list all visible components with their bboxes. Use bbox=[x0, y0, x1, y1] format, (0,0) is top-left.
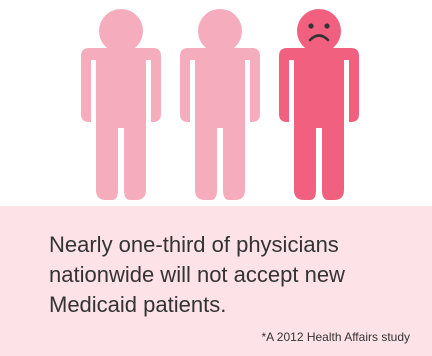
sad-face-icon bbox=[308, 23, 330, 42]
person-icon bbox=[180, 9, 260, 200]
source-footnote: *A 2012 Health Affairs study bbox=[261, 330, 410, 344]
person-icon bbox=[81, 9, 161, 200]
people-icons-row bbox=[81, 9, 359, 200]
sad-person-icon bbox=[279, 9, 359, 200]
caption-box: Nearly one-third of physicians nationwid… bbox=[0, 206, 432, 356]
statistic-text: Nearly one-third of physicians nationwid… bbox=[49, 232, 345, 317]
